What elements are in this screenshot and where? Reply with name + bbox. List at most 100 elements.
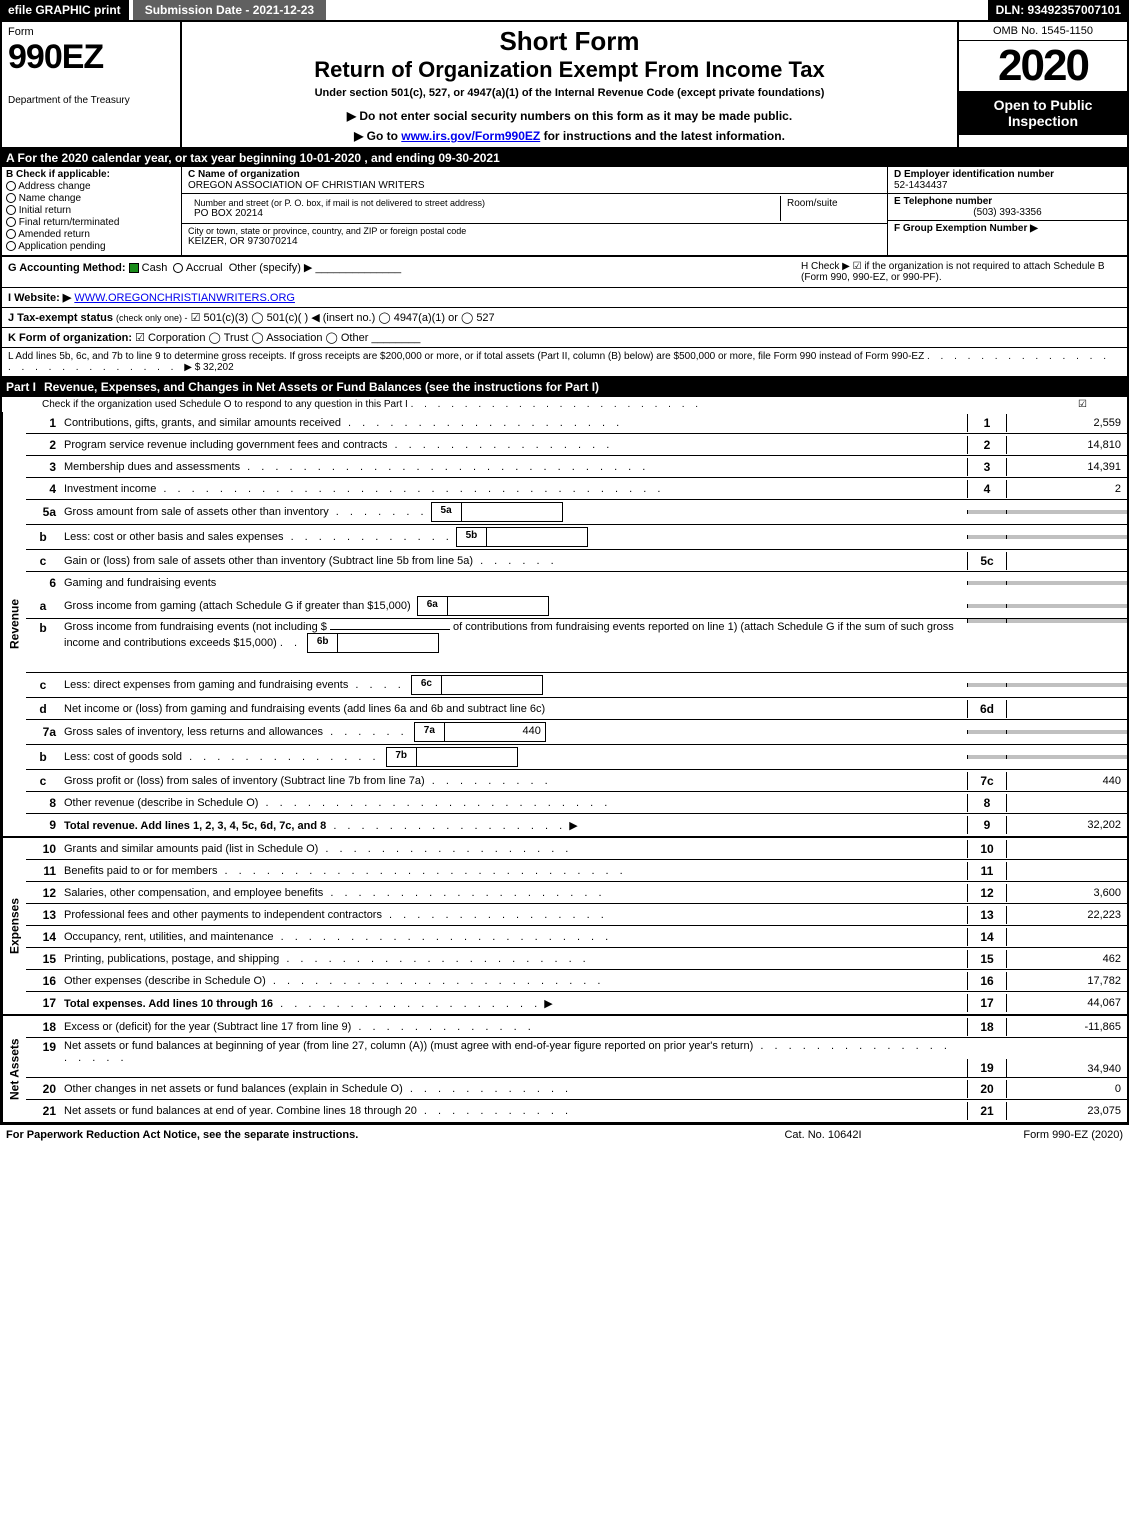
under-section: Under section 501(c), 527, or 4947(a)(1)… — [188, 87, 951, 99]
arrow-icon: ▶ — [569, 820, 577, 832]
go-to-suffix: for instructions and the latest informat… — [540, 129, 785, 143]
website-row: I Website: ▶ WWW.OREGONCHRISTIANWRITERS.… — [0, 288, 1129, 308]
street-row: Number and street (or P. O. box, if mail… — [182, 194, 887, 224]
revenue-table: Revenue 1 Contributions, gifts, grants, … — [0, 412, 1129, 838]
footer-left: For Paperwork Reduction Act Notice, see … — [6, 1129, 723, 1141]
chk-final-return[interactable]: Final return/terminated — [6, 217, 177, 228]
gross-receipts-row: L Add lines 5b, 6c, and 7b to line 9 to … — [0, 348, 1129, 377]
line-15: 15 Printing, publications, postage, and … — [26, 948, 1127, 970]
schedule-o-check: ☑ — [1078, 399, 1087, 410]
line-7c: c Gross profit or (loss) from sales of i… — [26, 770, 1127, 792]
line-14: 14 Occupancy, rent, utilities, and maint… — [26, 926, 1127, 948]
line-3: 3 Membership dues and assessments . . . … — [26, 456, 1127, 478]
submission-date-button[interactable]: Submission Date - 2021-12-23 — [133, 0, 326, 20]
col-d-ein-tel: D Employer identification number 52-1434… — [887, 167, 1127, 255]
k-label: K Form of organization: — [8, 332, 132, 344]
checkbox-icon — [6, 241, 16, 251]
line-12: 12 Salaries, other compensation, and emp… — [26, 882, 1127, 904]
net-assets-lines: 18 Excess or (deficit) for the year (Sub… — [26, 1016, 1127, 1122]
k-opts: ☑ Corporation ◯ Trust ◯ Association ◯ Ot… — [135, 332, 368, 344]
city-label: City or town, state or province, country… — [188, 226, 881, 236]
group-exemption-label: F Group Exemption Number ▶ — [894, 223, 1121, 234]
tel-value: (503) 393-3356 — [894, 207, 1121, 218]
arrow-icon: ▶ — [544, 998, 552, 1010]
line-8: 8 Other revenue (describe in Schedule O)… — [26, 792, 1127, 814]
city-value: KEIZER, OR 973070214 — [188, 236, 881, 247]
do-not-enter: ▶ Do not enter social security numbers o… — [188, 109, 951, 123]
chk-address-change[interactable]: Address change — [6, 181, 177, 192]
footer: For Paperwork Reduction Act Notice, see … — [0, 1124, 1129, 1145]
form-of-org-row: K Form of organization: ☑ Corporation ◯ … — [0, 328, 1129, 348]
line-6c: c Less: direct expenses from gaming and … — [26, 673, 1127, 698]
tel-row: E Telephone number (503) 393-3356 — [888, 194, 1127, 221]
checkbox-icon — [6, 229, 16, 239]
box-6b: 6b — [307, 633, 439, 653]
i-label: I Website: ▶ — [8, 292, 71, 304]
box-5b: 5b — [456, 527, 588, 547]
omb-number: OMB No. 1545-1150 — [959, 22, 1127, 41]
l-text: L Add lines 5b, 6c, and 7b to line 9 to … — [8, 351, 924, 362]
part-1-label: Part I — [6, 380, 44, 394]
tax-year: 2020 — [959, 41, 1127, 91]
checkbox-icon — [173, 263, 183, 273]
short-form-title: Short Form — [188, 26, 951, 57]
row-a-tax-year: A For the 2020 calendar year, or tax yea… — [0, 149, 1129, 167]
footer-mid: Cat. No. 10642I — [723, 1129, 923, 1141]
go-to-line: ▶ Go to www.irs.gov/Form990EZ for instru… — [188, 129, 951, 143]
g-h-row: G Accounting Method: Cash Accrual Other … — [0, 257, 1129, 288]
line-6: 6 Gaming and fundraising events — [26, 572, 1127, 594]
header-mid: Short Form Return of Organization Exempt… — [182, 22, 957, 147]
h-check: H Check ▶ ☑ if the organization is not r… — [801, 261, 1121, 283]
line-19: 19 Net assets or fund balances at beginn… — [26, 1038, 1127, 1078]
open-to-public: Open to Public Inspection — [959, 91, 1127, 135]
line-6b: b Gross income from fundraising events (… — [26, 619, 1127, 673]
checkbox-icon — [6, 181, 16, 191]
g-other: Other (specify) ▶ — [229, 262, 313, 274]
org-name-value: OREGON ASSOCIATION OF CHRISTIAN WRITERS — [188, 180, 881, 191]
g-label: G Accounting Method: — [8, 262, 126, 274]
room-suite: Room/suite — [781, 196, 881, 221]
form-header: Form 990EZ Department of the Treasury Sh… — [0, 22, 1129, 149]
line-21: 21 Net assets or fund balances at end of… — [26, 1100, 1127, 1122]
tel-label: E Telephone number — [894, 196, 1121, 207]
website-link[interactable]: WWW.OREGONCHRISTIANWRITERS.ORG — [74, 292, 295, 304]
expenses-table: Expenses 10 Grants and similar amounts p… — [0, 838, 1129, 1016]
check-icon — [129, 263, 139, 273]
chk-amended-return[interactable]: Amended return — [6, 229, 177, 240]
line-17: 17 Total expenses. Add lines 10 through … — [26, 992, 1127, 1014]
l-amount: ▶ $ 32,202 — [184, 362, 233, 373]
irs-link[interactable]: www.irs.gov/Form990EZ — [401, 129, 540, 143]
checkbox-icon — [6, 217, 16, 227]
line-5b: b Less: cost or other basis and sales ex… — [26, 525, 1127, 550]
j-suffix: (check only one) - — [116, 313, 188, 323]
accounting-method: G Accounting Method: Cash Accrual Other … — [8, 261, 801, 283]
part-1-header: Part I Revenue, Expenses, and Changes in… — [0, 377, 1129, 397]
tax-exempt-row: J Tax-exempt status (check only one) - ☑… — [0, 308, 1129, 328]
revenue-lines: 1 Contributions, gifts, grants, and simi… — [26, 412, 1127, 836]
street-label: Number and street (or P. O. box, if mail… — [194, 198, 774, 208]
expenses-side-label: Expenses — [2, 838, 26, 1014]
header-left: Form 990EZ Department of the Treasury — [2, 22, 182, 147]
chk-name-change[interactable]: Name change — [6, 193, 177, 204]
net-assets-side-label: Net Assets — [2, 1016, 26, 1122]
j-opts: ☑ 501(c)(3) ◯ 501(c)( ) ◀ (insert no.) ◯… — [191, 312, 495, 324]
col-c-org-info: C Name of organization OREGON ASSOCIATIO… — [182, 167, 887, 255]
line-2: 2 Program service revenue including gove… — [26, 434, 1127, 456]
expenses-lines: 10 Grants and similar amounts paid (list… — [26, 838, 1127, 1014]
box-5a: 5a — [431, 502, 563, 522]
department-label: Department of the Treasury — [8, 95, 174, 106]
return-title: Return of Organization Exempt From Incom… — [188, 57, 951, 83]
efile-print-button[interactable]: efile GRAPHIC print — [0, 0, 129, 20]
line-11: 11 Benefits paid to or for members . . .… — [26, 860, 1127, 882]
box-7a: 7a440 — [414, 722, 546, 742]
checkbox-icon — [6, 205, 16, 215]
chk-initial-return[interactable]: Initial return — [6, 205, 177, 216]
dln-label: DLN: 93492357007101 — [988, 0, 1129, 20]
col-b-checkboxes: B Check if applicable: Address change Na… — [2, 167, 182, 255]
chk-application-pending[interactable]: Application pending — [6, 241, 177, 252]
entity-info-section: B Check if applicable: Address change Na… — [0, 167, 1129, 257]
line-7b: b Less: cost of goods sold . . . . . . .… — [26, 745, 1127, 770]
revenue-side-label: Revenue — [2, 412, 26, 836]
form-number: 990EZ — [8, 38, 174, 77]
header-right: OMB No. 1545-1150 2020 Open to Public In… — [957, 22, 1127, 147]
